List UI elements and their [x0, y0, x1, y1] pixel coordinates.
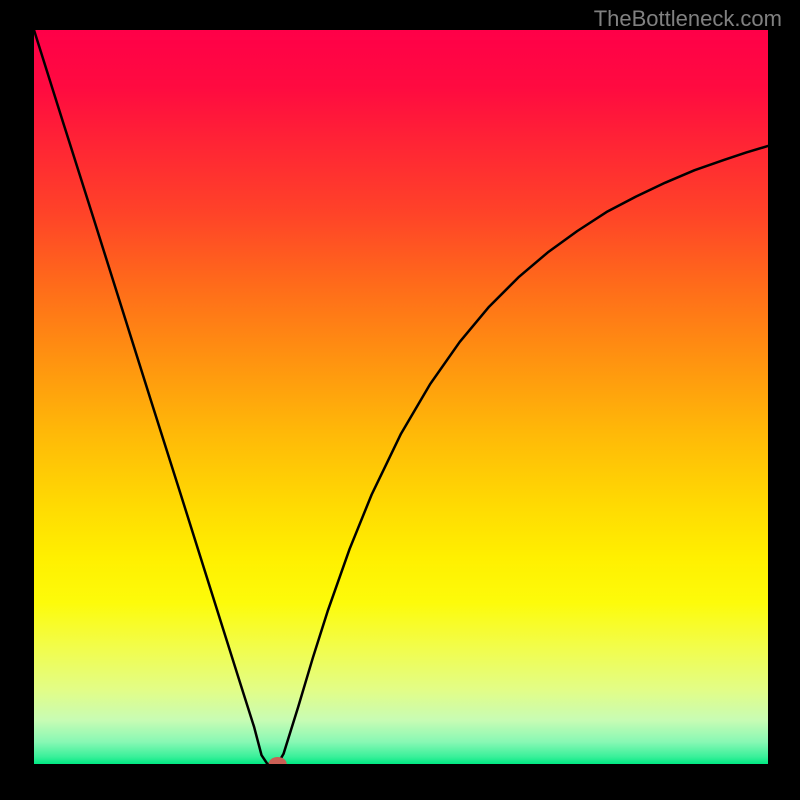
watermark-label: TheBottleneck.com	[594, 6, 782, 32]
chart-container: TheBottleneck.com	[0, 0, 800, 800]
gradient-background	[34, 30, 768, 764]
bottleneck-curve-plot	[34, 30, 768, 764]
